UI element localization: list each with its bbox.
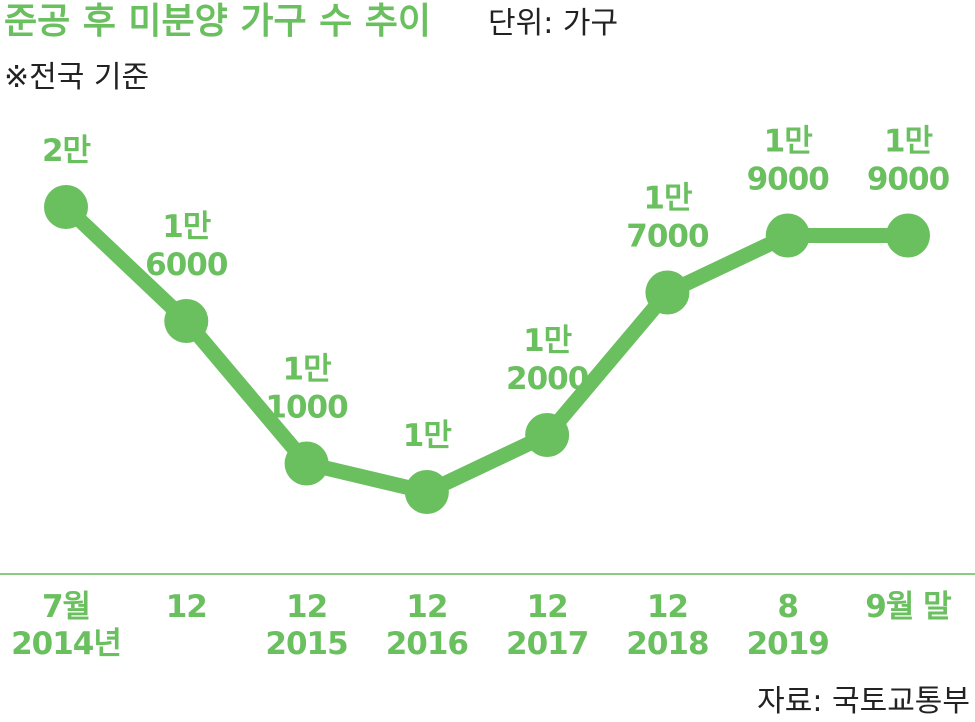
data-label: 1000 bbox=[265, 390, 348, 426]
data-point bbox=[404, 470, 449, 514]
data-label: 9000 bbox=[747, 162, 830, 198]
data-label: 1만 bbox=[162, 209, 211, 245]
data-point bbox=[164, 299, 209, 343]
data-label: 1만 bbox=[403, 418, 452, 454]
x-tick-label: 7월 bbox=[42, 589, 90, 625]
note-label: ※전국 기준 bbox=[4, 60, 149, 95]
data-point bbox=[645, 270, 690, 315]
data-point bbox=[44, 185, 88, 229]
data-label: 7000 bbox=[626, 219, 709, 255]
x-tick-label: 2016 bbox=[386, 626, 468, 662]
data-label: 1만 bbox=[884, 124, 933, 160]
data-label: 2000 bbox=[506, 361, 589, 397]
x-tick-label: 12 bbox=[166, 589, 207, 625]
x-tick-label: 12 bbox=[406, 589, 447, 625]
x-tick-label: 2014년 bbox=[11, 626, 121, 662]
series-line bbox=[58, 199, 916, 500]
x-tick-label: 8 bbox=[777, 589, 798, 625]
chart-title: 준공 후 미분양 가구 수 추이 bbox=[4, 1, 431, 42]
data-point bbox=[284, 441, 329, 486]
data-point bbox=[765, 213, 810, 258]
x-tick-label: 2018 bbox=[626, 626, 708, 662]
data-label: 1만 bbox=[283, 352, 332, 388]
unit-label: 단위: 가구 bbox=[488, 6, 618, 41]
x-tick-label: 12 bbox=[286, 589, 327, 625]
data-point bbox=[525, 413, 570, 457]
x-tick-label: 12 bbox=[527, 589, 568, 625]
x-tick-label: 2017 bbox=[506, 626, 588, 662]
data-label: 1만 bbox=[764, 124, 813, 160]
data-label: 1만 bbox=[643, 181, 692, 217]
x-tick-label: 2019 bbox=[747, 626, 829, 662]
data-label: 1만 bbox=[523, 323, 572, 359]
series-group bbox=[58, 199, 916, 500]
data-label: 6000 bbox=[145, 247, 228, 283]
data-point bbox=[886, 213, 930, 258]
data-label: 9000 bbox=[867, 162, 950, 198]
x-tick-label: 2015 bbox=[265, 626, 347, 662]
x-tick-label: 12 bbox=[647, 589, 688, 625]
points-group bbox=[44, 185, 930, 514]
data-label: 2만 bbox=[42, 133, 91, 169]
source-label: 자료: 국토교통부 bbox=[757, 684, 970, 719]
x-tick-label: 9월 말 bbox=[865, 589, 951, 625]
